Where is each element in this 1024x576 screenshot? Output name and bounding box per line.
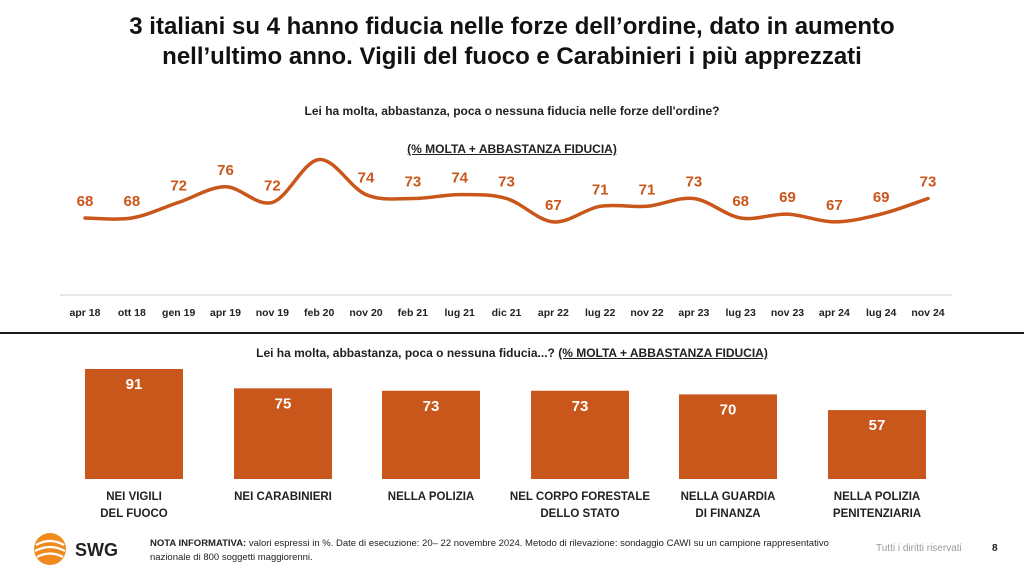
section-divider: [0, 332, 1024, 334]
line-data-label: 72: [264, 177, 281, 194]
trend-line-series: [83, 157, 930, 224]
x-tick-label: nov 24: [911, 307, 944, 319]
bar: [828, 410, 926, 479]
line-data-label: 73: [685, 174, 702, 191]
line-data-label: 71: [639, 181, 656, 198]
swg-logo-icon: [34, 533, 66, 565]
bar-data-label: 57: [869, 417, 886, 434]
line-chart-question: Lei ha molta, abbastanza, poca o nessuna…: [304, 104, 720, 118]
line-chart-subtitle: (% MOLTA + ABBASTANZA FIDUCIA): [407, 142, 617, 156]
bar-category-label: NEL CORPO FORESTALE: [510, 491, 650, 503]
line-data-label: 68: [123, 193, 140, 210]
x-tick-label: apr 24: [819, 307, 850, 319]
bar-category-label: PENITENZIARIA: [833, 508, 921, 520]
bar-category-label: NEI CARABINIERI: [234, 491, 332, 503]
line-data-label: 73: [404, 174, 421, 191]
line-data-label: 72: [170, 177, 187, 194]
line-data-label: 67: [545, 197, 562, 214]
institutions-bar-chart: 91 NEI VIGILI DEL FUOCO 75 NEI CARABINIERI 73…: [85, 369, 926, 520]
line-data-label: 83: [311, 150, 328, 152]
note-text: valori espressi in %. Date di esecuzione…: [150, 538, 829, 563]
bar: [382, 390, 480, 479]
bar: [531, 390, 629, 479]
bar-category-label: NEI VIGILI: [106, 491, 162, 503]
x-tick-label: lug 24: [866, 307, 897, 319]
x-tick-label: feb 20: [304, 307, 335, 319]
line-data-label: 74: [451, 170, 468, 187]
x-tick-label: ott 18: [118, 307, 146, 319]
swg-logo-text: SWG: [75, 540, 118, 560]
bar-data-label: 70: [720, 401, 737, 418]
bar-data-label: 73: [423, 398, 440, 415]
x-tick-label: lug 22: [585, 307, 616, 319]
line-data-label: 69: [873, 189, 890, 206]
line-data-label: 68: [732, 193, 749, 210]
title-line-2: nell’ultimo anno. Vigili del fuoco e Car…: [162, 43, 862, 70]
x-tick-label: lug 21: [444, 307, 475, 319]
methodology-note: NOTA INFORMATIVA: valori espressi in %. …: [150, 537, 830, 565]
x-tick-label: nov 19: [256, 307, 289, 319]
bar-data-label: 73: [572, 398, 589, 415]
x-tick-label: gen 19: [162, 307, 195, 319]
bar-category-label: NELLA POLIZIA: [388, 491, 474, 503]
x-tick-label: nov 22: [630, 307, 663, 319]
x-tick-label: apr 22: [538, 307, 569, 319]
bar: [234, 388, 332, 479]
page-number: 8: [992, 543, 998, 554]
x-tick-label: apr 23: [678, 307, 709, 319]
swg-logo: SWG: [34, 533, 118, 565]
bar-category-label: NELLA POLIZIA: [834, 491, 920, 503]
x-tick-label: feb 21: [398, 307, 429, 319]
bar-category-label: DI FINANZA: [695, 508, 760, 520]
x-tick-label: nov 20: [349, 307, 382, 319]
page-title: 3 italiani su 4 hanno fiducia nelle forz…: [0, 12, 1024, 72]
line-data-label: 74: [358, 170, 375, 187]
x-tick-label: nov 23: [771, 307, 804, 319]
line-data-label: 76: [217, 162, 234, 179]
line-data-label: 71: [592, 181, 609, 198]
trend-line-chart: 68 apr 18 68 ott 18 72 gen 19 76 apr 19 72 nov 19…: [60, 150, 952, 319]
bar-data-label: 75: [275, 395, 292, 412]
line-data-label: 73: [498, 174, 515, 191]
x-tick-label: apr 18: [70, 307, 101, 319]
line-data-label: 67: [826, 197, 843, 214]
title-line-1: 3 italiani su 4 hanno fiducia nelle forz…: [129, 13, 895, 40]
bar: [679, 394, 777, 479]
line-data-label: 68: [77, 193, 94, 210]
x-tick-label: apr 19: [210, 307, 241, 319]
bar-chart-question: Lei ha molta, abbastanza, poca o nessuna…: [0, 346, 1024, 360]
bar-category-label: DELLO STATO: [540, 508, 619, 520]
bar: [85, 369, 183, 479]
x-tick-label: lug 23: [725, 307, 756, 319]
bar-chart-question-text: Lei ha molta, abbastanza, poca o nessuna…: [256, 346, 555, 360]
bar-category-label: NELLA GUARDIA: [681, 491, 776, 503]
bar-category-label: DEL FUOCO: [100, 508, 168, 520]
bar-chart-subtitle: (% MOLTA + ABBASTANZA FIDUCIA): [558, 346, 768, 360]
line-data-label: 73: [920, 174, 937, 191]
copyright-text: Tutti i diritti riservati: [876, 543, 962, 554]
bar-data-label: 91: [126, 376, 143, 393]
line-data-label: 69: [779, 189, 796, 206]
x-tick-label: dic 21: [492, 307, 522, 319]
note-label: NOTA INFORMATIVA:: [150, 538, 247, 549]
